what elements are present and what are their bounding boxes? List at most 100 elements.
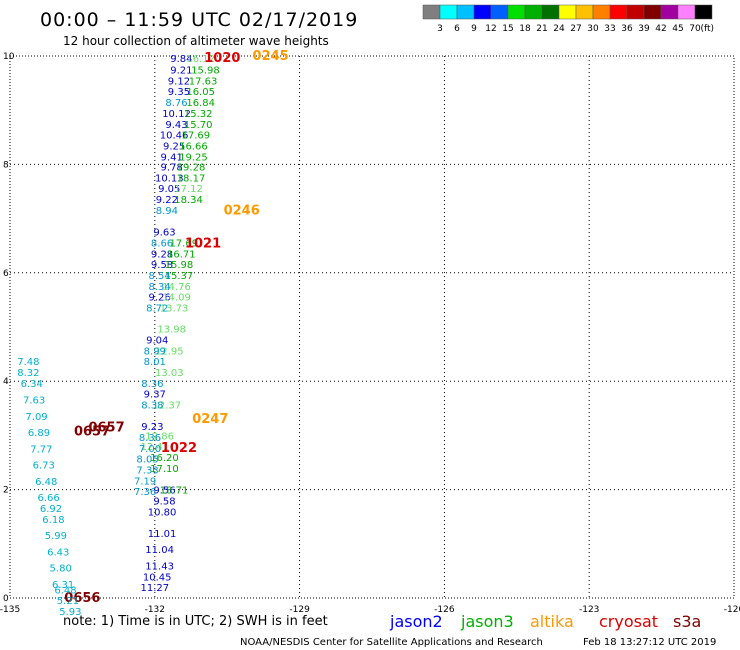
scale-swatch — [609, 4, 628, 20]
legend-s3a: s3a — [673, 612, 701, 631]
y-tick-label: 4 — [3, 377, 9, 387]
scale-label: 15 — [502, 24, 513, 34]
scale-swatch — [677, 4, 696, 20]
scale-swatch — [507, 4, 526, 20]
swh-value-label: 5.80 — [50, 564, 72, 575]
scale-swatch — [558, 4, 577, 20]
footer-note: note: 1) Time is in UTC; 2) SWH is in fe… — [63, 614, 328, 629]
swh-value-label: 12.95 — [155, 346, 184, 357]
swh-value-label: 16.05 — [186, 87, 215, 98]
swh-value-label: 16.71 — [167, 249, 196, 260]
swh-value-label: 14.09 — [162, 293, 191, 304]
scale-label: 45 — [672, 24, 683, 34]
scale-label: 12 — [485, 24, 496, 34]
swh-value-label: 17.10 — [150, 464, 179, 475]
swh-value-label: 9.25 — [163, 141, 185, 152]
footer-timestamp: Feb 18 13:27:12 UTC 2019 — [583, 637, 716, 648]
scale-label: 21 — [536, 24, 547, 34]
footer-credit: NOAA/NESDIS Center for Satellite Applica… — [240, 637, 543, 648]
swh-value-label: 12.37 — [153, 401, 182, 412]
swh-value-label: 7.63 — [23, 396, 45, 407]
swh-value-label: 6.92 — [40, 504, 62, 515]
scale-swatch — [660, 4, 679, 20]
scale-label: 9 — [471, 24, 477, 34]
y-tick-label: 0 — [3, 594, 9, 604]
swh-value-label: 10.12 — [162, 109, 191, 120]
swh-value-label: 6.89 — [28, 428, 50, 439]
swh-value-label: 10.46 — [160, 131, 189, 142]
swh-value-label: 16.20 — [150, 453, 179, 464]
scale-label: 36 — [621, 24, 633, 34]
swh-value-label: 8.72 — [146, 303, 168, 314]
swh-value-label: 13.03 — [155, 368, 184, 379]
swh-value-label: 9.21 — [170, 66, 192, 77]
swh-value-label: 6.34 — [21, 379, 43, 390]
pass-time-label: 0657 — [88, 420, 124, 435]
legend-cryosat: cryosat — [599, 612, 658, 631]
y-tick-label: 2 — [3, 486, 9, 496]
swh-value-label: 6.48 — [35, 477, 57, 488]
swh-value-label: 7.33 — [136, 466, 158, 477]
scale-label: 27 — [570, 24, 581, 34]
swh-value-label: 16.84 — [186, 98, 215, 109]
swh-value-label: 7.36 — [134, 487, 156, 498]
scale-label: 42 — [655, 24, 666, 34]
swh-value-label: 17.63 — [189, 76, 218, 87]
scale-label: 33 — [604, 24, 615, 34]
satellite-legend: jason2 jason3 altika cryosat s3a — [389, 612, 701, 631]
data-points: 9.849.219.129.3510.129.4310.469.259.419.… — [17, 49, 289, 618]
swh-value-label: 9.63 — [153, 228, 175, 239]
swh-value-label: 16.12 — [186, 54, 215, 65]
swh-value-label: 9.22 — [156, 195, 178, 206]
swh-value-label: 7.00 — [139, 444, 161, 455]
swh-value-label: 8.54 — [148, 271, 170, 282]
swh-value-label: 8.01 — [144, 357, 166, 368]
swh-value-label: 9.04 — [146, 335, 168, 346]
swh-value-label: 9.56 — [153, 486, 175, 497]
swh-value-label: 10.45 — [143, 572, 172, 583]
swh-value-label: 7.09 — [25, 412, 47, 423]
swh-value-label: 8.05 — [136, 455, 158, 466]
swh-value-label: 6.48 — [54, 585, 76, 596]
pass-time-label: 0246 — [224, 203, 260, 218]
scale-swatch — [490, 4, 509, 20]
swh-value-label: 5.93 — [59, 607, 81, 618]
swh-value-label: 16.66 — [179, 141, 208, 152]
x-tick-label: -135 — [0, 605, 20, 615]
swh-value-label: 9.05 — [158, 184, 180, 195]
pass-time-label: 1020 — [204, 51, 240, 66]
swh-value-label: 11.43 — [145, 561, 174, 572]
swh-value-label: 11.01 — [148, 529, 177, 540]
scale-unit: (ft) — [700, 24, 714, 34]
scale-label: 30 — [587, 24, 599, 34]
swh-value-label: 8.36 — [141, 379, 163, 390]
swh-value-label: 15.98 — [191, 66, 220, 77]
pass-time-label: 0657 — [74, 425, 110, 440]
swh-value-label: 17.69 — [169, 238, 198, 249]
swh-value-label: 19.28 — [177, 163, 206, 174]
swh-value-label: 9.12 — [168, 76, 190, 87]
legend-altika: altika — [530, 612, 574, 631]
swh-value-label: 12.86 — [145, 431, 174, 442]
swh-value-label: 17.69 — [182, 131, 211, 142]
scale-swatch — [626, 4, 645, 20]
x-tick-label: -123 — [579, 605, 599, 615]
pass-time-label: 1021 — [185, 237, 221, 252]
y-tick-label: 8 — [3, 160, 9, 170]
swh-value-label: 7.19 — [134, 476, 156, 487]
pass-time-label: 1022 — [161, 441, 197, 456]
swh-value-label: 6.43 — [47, 547, 69, 558]
scale-swatch — [643, 4, 662, 20]
scale-swatch — [473, 4, 492, 20]
swh-value-label: 13.73 — [160, 303, 189, 314]
swh-value-label: 5.99 — [45, 531, 67, 542]
scale-swatch — [694, 4, 713, 20]
swh-value-label: 6.66 — [37, 493, 59, 504]
scale-label: 24 — [553, 24, 565, 34]
swh-value-label: 8.76 — [165, 98, 187, 109]
chart-title: 00:00 – 11:59 UTC 02/17/2019 — [40, 9, 358, 31]
swh-value-label: 18.71 — [160, 486, 189, 497]
swh-value-label: 14.76 — [162, 282, 191, 293]
scale-label: 3 — [437, 24, 443, 34]
